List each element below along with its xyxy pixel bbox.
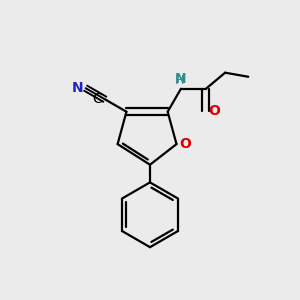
Text: N: N (72, 81, 83, 94)
Text: H: H (175, 74, 184, 87)
Text: N: N (175, 72, 187, 86)
Text: O: O (208, 104, 220, 118)
Text: O: O (179, 137, 191, 151)
Text: C: C (92, 92, 102, 106)
